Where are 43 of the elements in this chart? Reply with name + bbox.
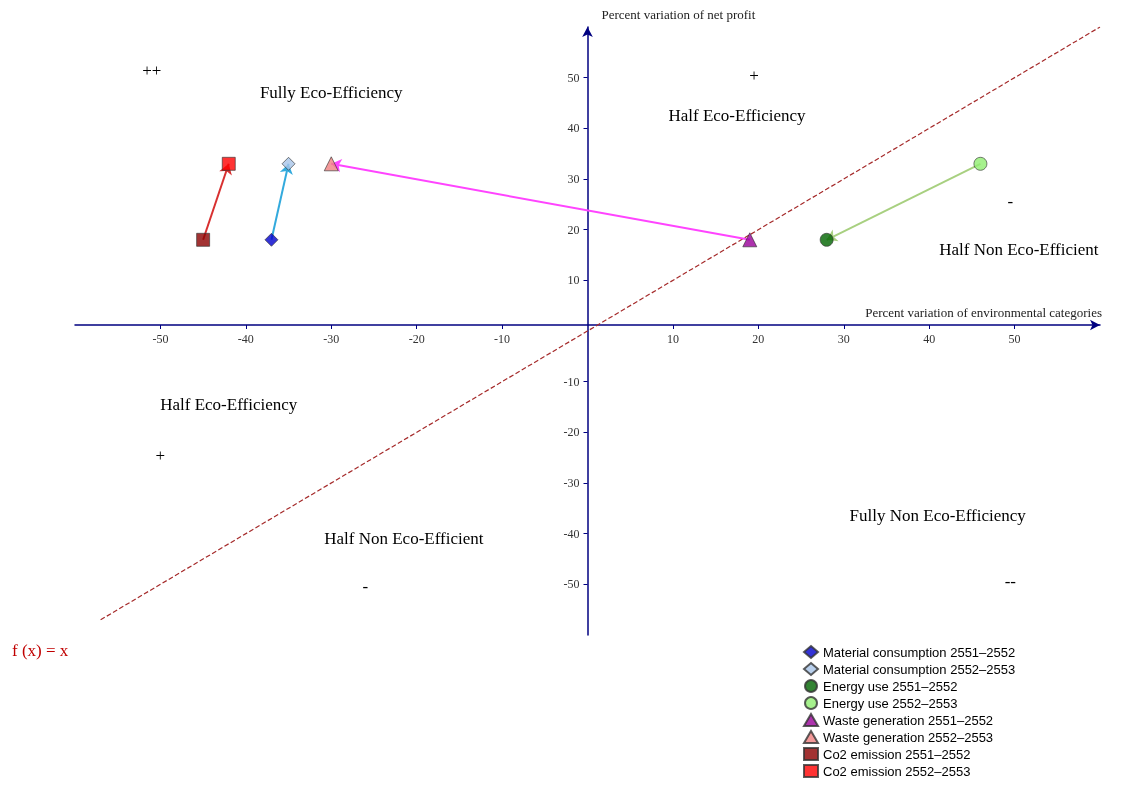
annotation: + bbox=[749, 65, 759, 85]
legend-label: Co2 emission 2551–2552 bbox=[823, 746, 971, 762]
legend-label: Energy use 2552–2553 bbox=[823, 695, 958, 711]
y-tick-label: 40 bbox=[567, 121, 580, 136]
x-axis-title: Percent variation of environmental categories bbox=[865, 305, 1102, 320]
annotation: Fully Eco-Efficiency bbox=[259, 83, 404, 103]
y-tick-label: -10 bbox=[563, 374, 580, 389]
x-tick-label: 40 bbox=[923, 332, 936, 346]
y-tick-label: 10 bbox=[567, 273, 580, 288]
legend-label: Waste generation 2551–2552 bbox=[823, 712, 994, 728]
legend-label: Co2 emission 2552–2553 bbox=[823, 763, 971, 779]
annotation: -- bbox=[1004, 572, 1017, 592]
annotation: + bbox=[155, 445, 166, 465]
y-tick-label: -40 bbox=[563, 526, 580, 541]
annotation: Half Non Eco-Efficient bbox=[939, 240, 1099, 260]
x-tick-label: -50 bbox=[152, 332, 169, 346]
legend-label: Material consumption 2551–2552 bbox=[823, 644, 1016, 660]
annotation: Half Eco-Efficiency bbox=[160, 394, 298, 414]
x-tick-label: -30 bbox=[323, 332, 340, 346]
annotation: Fully Non Eco-Efficiency bbox=[849, 506, 1027, 526]
x-tick-label: 10 bbox=[666, 332, 679, 346]
y-axis-title: Percent variation of net profit bbox=[601, 7, 756, 22]
legend-label: Waste generation 2552–2553 bbox=[823, 729, 994, 745]
y-tick-label: -20 bbox=[563, 425, 580, 440]
text: f (x) = x bbox=[12, 640, 69, 660]
x-tick-label: 50 bbox=[1008, 332, 1021, 346]
y-tick-label: 50 bbox=[567, 70, 580, 85]
annotation: Half Eco-Efficiency bbox=[668, 106, 806, 126]
annotation: Half Non Eco-Efficient bbox=[324, 529, 484, 549]
x-tick-label: 30 bbox=[837, 332, 850, 346]
annotation: - bbox=[362, 577, 369, 597]
legend-label: Material consumption 2552–2553 bbox=[823, 661, 1016, 677]
x-tick-label: 20 bbox=[752, 332, 765, 346]
annotation: ++ bbox=[142, 60, 162, 80]
y-tick-label: -30 bbox=[563, 476, 580, 490]
x-tick-label: -40 bbox=[237, 332, 254, 346]
legend-label: Energy use 2551–2552 bbox=[823, 678, 958, 694]
y-tick-label: -50 bbox=[563, 577, 580, 592]
x-tick-label: -20 bbox=[408, 332, 425, 346]
y-tick-label: 20 bbox=[567, 222, 580, 237]
x-tick-label: -10 bbox=[494, 332, 511, 346]
annotation: - bbox=[1007, 192, 1014, 212]
y-tick-label: 30 bbox=[567, 172, 580, 186]
